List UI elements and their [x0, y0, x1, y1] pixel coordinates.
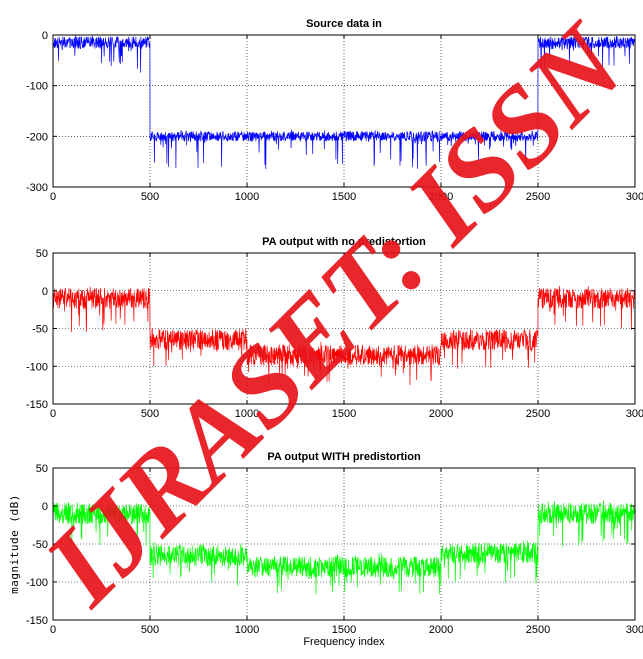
x-tick-label: 2000: [429, 624, 453, 636]
x-tick-label: 2500: [526, 191, 550, 203]
y-tick-label: -50: [32, 324, 48, 336]
x-tick-label: 1000: [235, 624, 259, 636]
chart-title: Source data in: [306, 18, 382, 30]
y-tick-label: -100: [26, 577, 48, 589]
x-tick-label: 2500: [526, 408, 550, 420]
x-tick-label: 1000: [235, 191, 259, 203]
y-axis-label: magnitude (dB): [8, 494, 21, 594]
series-line: [52, 500, 636, 595]
x-tick-label: 0: [50, 408, 56, 420]
y-tick-label: -100: [26, 361, 48, 373]
y-tick-label: -100: [26, 81, 48, 93]
x-tick-label: 300: [626, 624, 643, 636]
series-line: [52, 285, 636, 386]
y-tick-label: 50: [36, 463, 48, 475]
subplot-1: 0 500 1000 1500 2000 2500 3000-100-200-300Sour…: [26, 18, 643, 203]
y-tick-label: 0: [42, 286, 48, 298]
chart-title: PA output WITH predistortion: [267, 451, 421, 463]
subplots: 0 500 1000 1500 2000 2500 3000-100-200-300Sour…: [8, 18, 643, 648]
x-tick-label: 300: [626, 191, 643, 203]
x-tick-label: 500: [141, 624, 159, 636]
subplot-3: 0 500 1000 1500 2000 2500 300500-50-100-150PA …: [8, 451, 643, 648]
x-tick-label: 500: [141, 408, 159, 420]
y-tick-label: 50: [36, 248, 48, 260]
y-tick-label: -200: [26, 131, 48, 143]
x-tick-label: 1500: [332, 408, 356, 420]
series-line: [52, 35, 636, 170]
x-tick-label: 2500: [526, 624, 550, 636]
y-tick-label: -150: [26, 615, 48, 627]
x-tick-label: 1000: [235, 408, 259, 420]
x-tick-label: 2000: [429, 408, 453, 420]
y-tick-label: -300: [26, 182, 48, 194]
x-tick-label: 0: [50, 191, 56, 203]
y-tick-label: -50: [32, 539, 48, 551]
x-tick-label: 500: [141, 191, 159, 203]
y-tick-label: 0: [42, 501, 48, 513]
subplot-2: 0 500 1000 1500 2000 2500 300500-50-100-150PA …: [26, 236, 643, 420]
y-tick-label: 0: [42, 30, 48, 42]
x-tick-label: 2000: [429, 191, 453, 203]
x-tick-label: 0: [50, 624, 56, 636]
x-axis-label: Frequency index: [303, 636, 385, 648]
x-tick-label: 1500: [332, 624, 356, 636]
x-tick-label: 1500: [332, 191, 356, 203]
chart-title: PA output with no predistortion: [262, 236, 426, 248]
y-tick-label: -150: [26, 399, 48, 411]
x-tick-label: 300: [626, 408, 643, 420]
